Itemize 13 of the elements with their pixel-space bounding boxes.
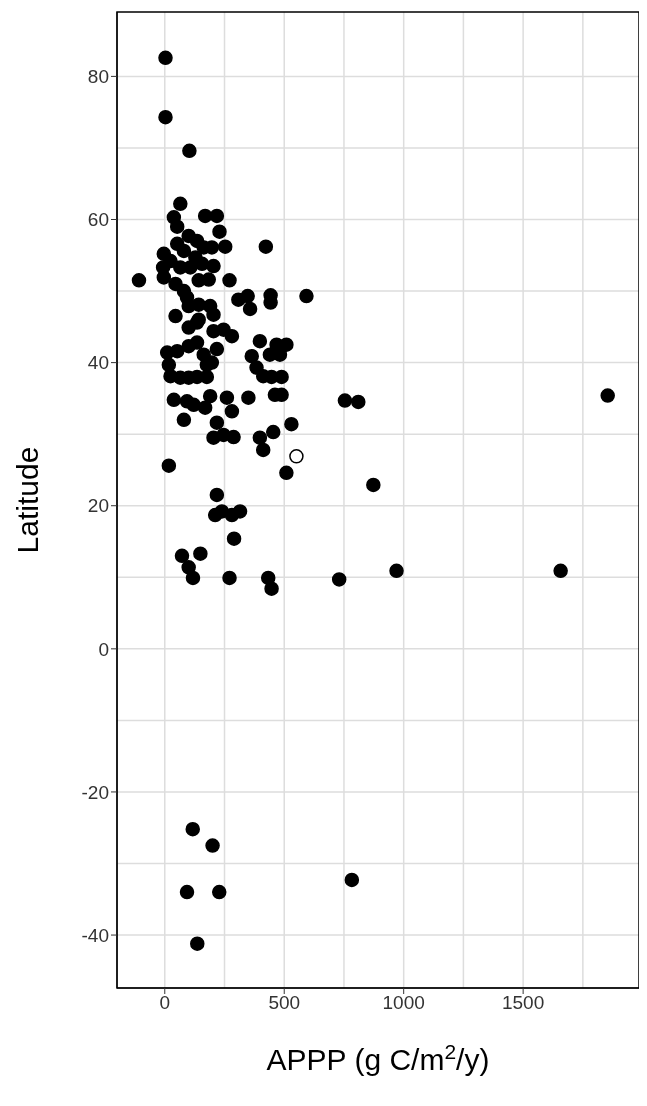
y-tick-label: 20 xyxy=(87,495,109,517)
x-tick-label: 500 xyxy=(268,992,301,1014)
x-tick-label: 0 xyxy=(159,992,171,1014)
x-tick-label: 1500 xyxy=(501,992,545,1014)
x-axis-title: APPP (g C/m$^{2}$/y) xyxy=(266,1039,490,1076)
y-tick-label: 80 xyxy=(87,66,109,88)
y-tick-label: -40 xyxy=(81,924,109,946)
y-tick-label: 0 xyxy=(98,638,109,660)
y-tick-label: -20 xyxy=(81,781,109,803)
y-tick-label: 60 xyxy=(87,209,109,231)
x-tick-label: 1000 xyxy=(382,992,425,1014)
y-tick-label: 40 xyxy=(87,352,109,374)
y-axis-title: Latitude xyxy=(11,446,44,554)
